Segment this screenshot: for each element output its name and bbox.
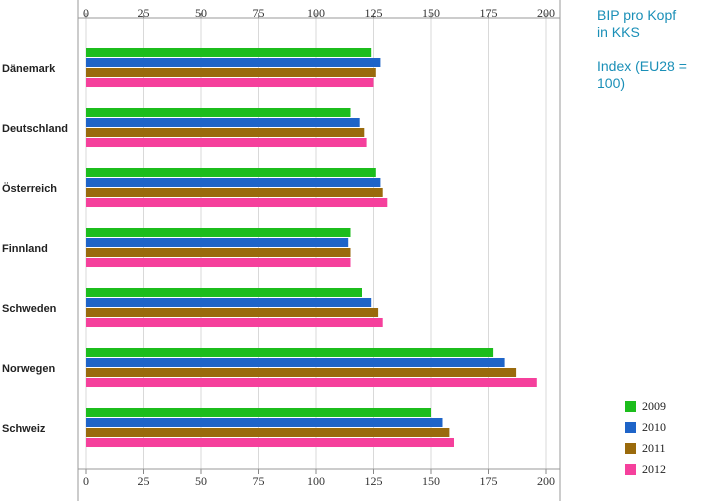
x-ticks-top: 0 25 50 75 100 125 150 175 200 [83, 6, 555, 20]
title-line-4: 100) [597, 75, 626, 91]
title-line-3: Index (EU28 = [597, 58, 687, 74]
bar-2009-3 [86, 228, 351, 237]
bar-2010-1 [86, 118, 360, 127]
bar-2009-2 [86, 168, 376, 177]
bar-2012-6 [86, 438, 454, 447]
x-tick-label-bottom: 50 [195, 474, 207, 488]
category-label: Dänemark [2, 63, 56, 75]
legend-label: 2009 [642, 399, 666, 413]
bar-2011-5 [86, 368, 517, 377]
x-tick-label-top: 100 [307, 6, 325, 20]
x-tick-label-top: 175 [480, 6, 498, 20]
bar-2012-3 [86, 258, 351, 267]
x-ticks-bottom: 0 25 50 75 100 125 150 175 200 [83, 474, 555, 488]
x-tick-label-bottom: 75 [253, 474, 265, 488]
bar-2012-4 [86, 318, 383, 327]
legend-item-2012: 2012 [625, 459, 666, 480]
bar-2012-1 [86, 138, 367, 147]
axes [77, 0, 561, 501]
bar-2011-3 [86, 248, 351, 257]
x-tick-label-bottom: 25 [138, 474, 150, 488]
x-tick-label-bottom: 125 [365, 474, 383, 488]
chart-title: BIP pro Kopf in KKS Index (EU28 = 100) [597, 7, 707, 92]
x-tick-label-bottom: 0 [83, 474, 89, 488]
category-label: Deutschland [2, 123, 68, 135]
legend-item-2010: 2010 [625, 417, 666, 438]
x-tick-label-top: 25 [138, 6, 150, 20]
x-tick-label-top: 75 [253, 6, 265, 20]
title-line-1: BIP pro Kopf [597, 7, 677, 23]
x-tick-label-top: 125 [365, 6, 383, 20]
legend-swatch [625, 401, 636, 412]
legend-label: 2012 [642, 462, 666, 476]
bar-2009-5 [86, 348, 494, 357]
category-label: Schweiz [2, 423, 46, 435]
x-tick-label-top: 200 [537, 6, 555, 20]
bar-2011-0 [86, 68, 376, 77]
category-label: Norwegen [2, 363, 55, 375]
bar-2009-0 [86, 48, 372, 57]
legend-item-2011: 2011 [625, 438, 666, 459]
x-tick-label-bottom: 150 [422, 474, 440, 488]
bar-2012-2 [86, 198, 388, 207]
bar-2011-4 [86, 308, 379, 317]
x-tick-label-top: 150 [422, 6, 440, 20]
bar-2010-4 [86, 298, 372, 307]
x-tick-label-bottom: 175 [480, 474, 498, 488]
bar-2010-5 [86, 358, 505, 367]
title-line-2: in KKS [597, 24, 640, 40]
bar-2009-1 [86, 108, 351, 117]
bar-2012-5 [86, 378, 537, 387]
bars [86, 48, 537, 447]
legend-label: 2011 [642, 441, 666, 455]
bar-2011-1 [86, 128, 365, 137]
x-tick-label-top: 0 [83, 6, 89, 20]
bar-2011-2 [86, 188, 383, 197]
category-label: Finnland [2, 243, 48, 255]
category-label: Österreich [2, 182, 57, 195]
category-labels: Dänemark Deutschland Österreich Finnland Sch… [2, 63, 68, 435]
x-tick-label-top: 50 [195, 6, 207, 20]
legend-swatch [625, 464, 636, 475]
bar-2010-2 [86, 178, 381, 187]
bar-2012-0 [86, 78, 374, 87]
legend-label: 2010 [642, 420, 666, 434]
category-label: Schweden [2, 303, 57, 315]
legend-item-2009: 2009 [625, 396, 666, 417]
x-tick-label-bottom: 100 [307, 474, 325, 488]
x-tick-label-bottom: 200 [537, 474, 555, 488]
title-spacer [597, 41, 707, 58]
bar-2010-0 [86, 58, 381, 67]
bar-2009-6 [86, 408, 431, 417]
bar-2011-6 [86, 428, 450, 437]
bar-2009-4 [86, 288, 362, 297]
bar-2010-3 [86, 238, 349, 247]
bar-2010-6 [86, 418, 443, 427]
legend: 2009 2010 2011 2012 [625, 396, 666, 480]
legend-swatch [625, 443, 636, 454]
legend-swatch [625, 422, 636, 433]
